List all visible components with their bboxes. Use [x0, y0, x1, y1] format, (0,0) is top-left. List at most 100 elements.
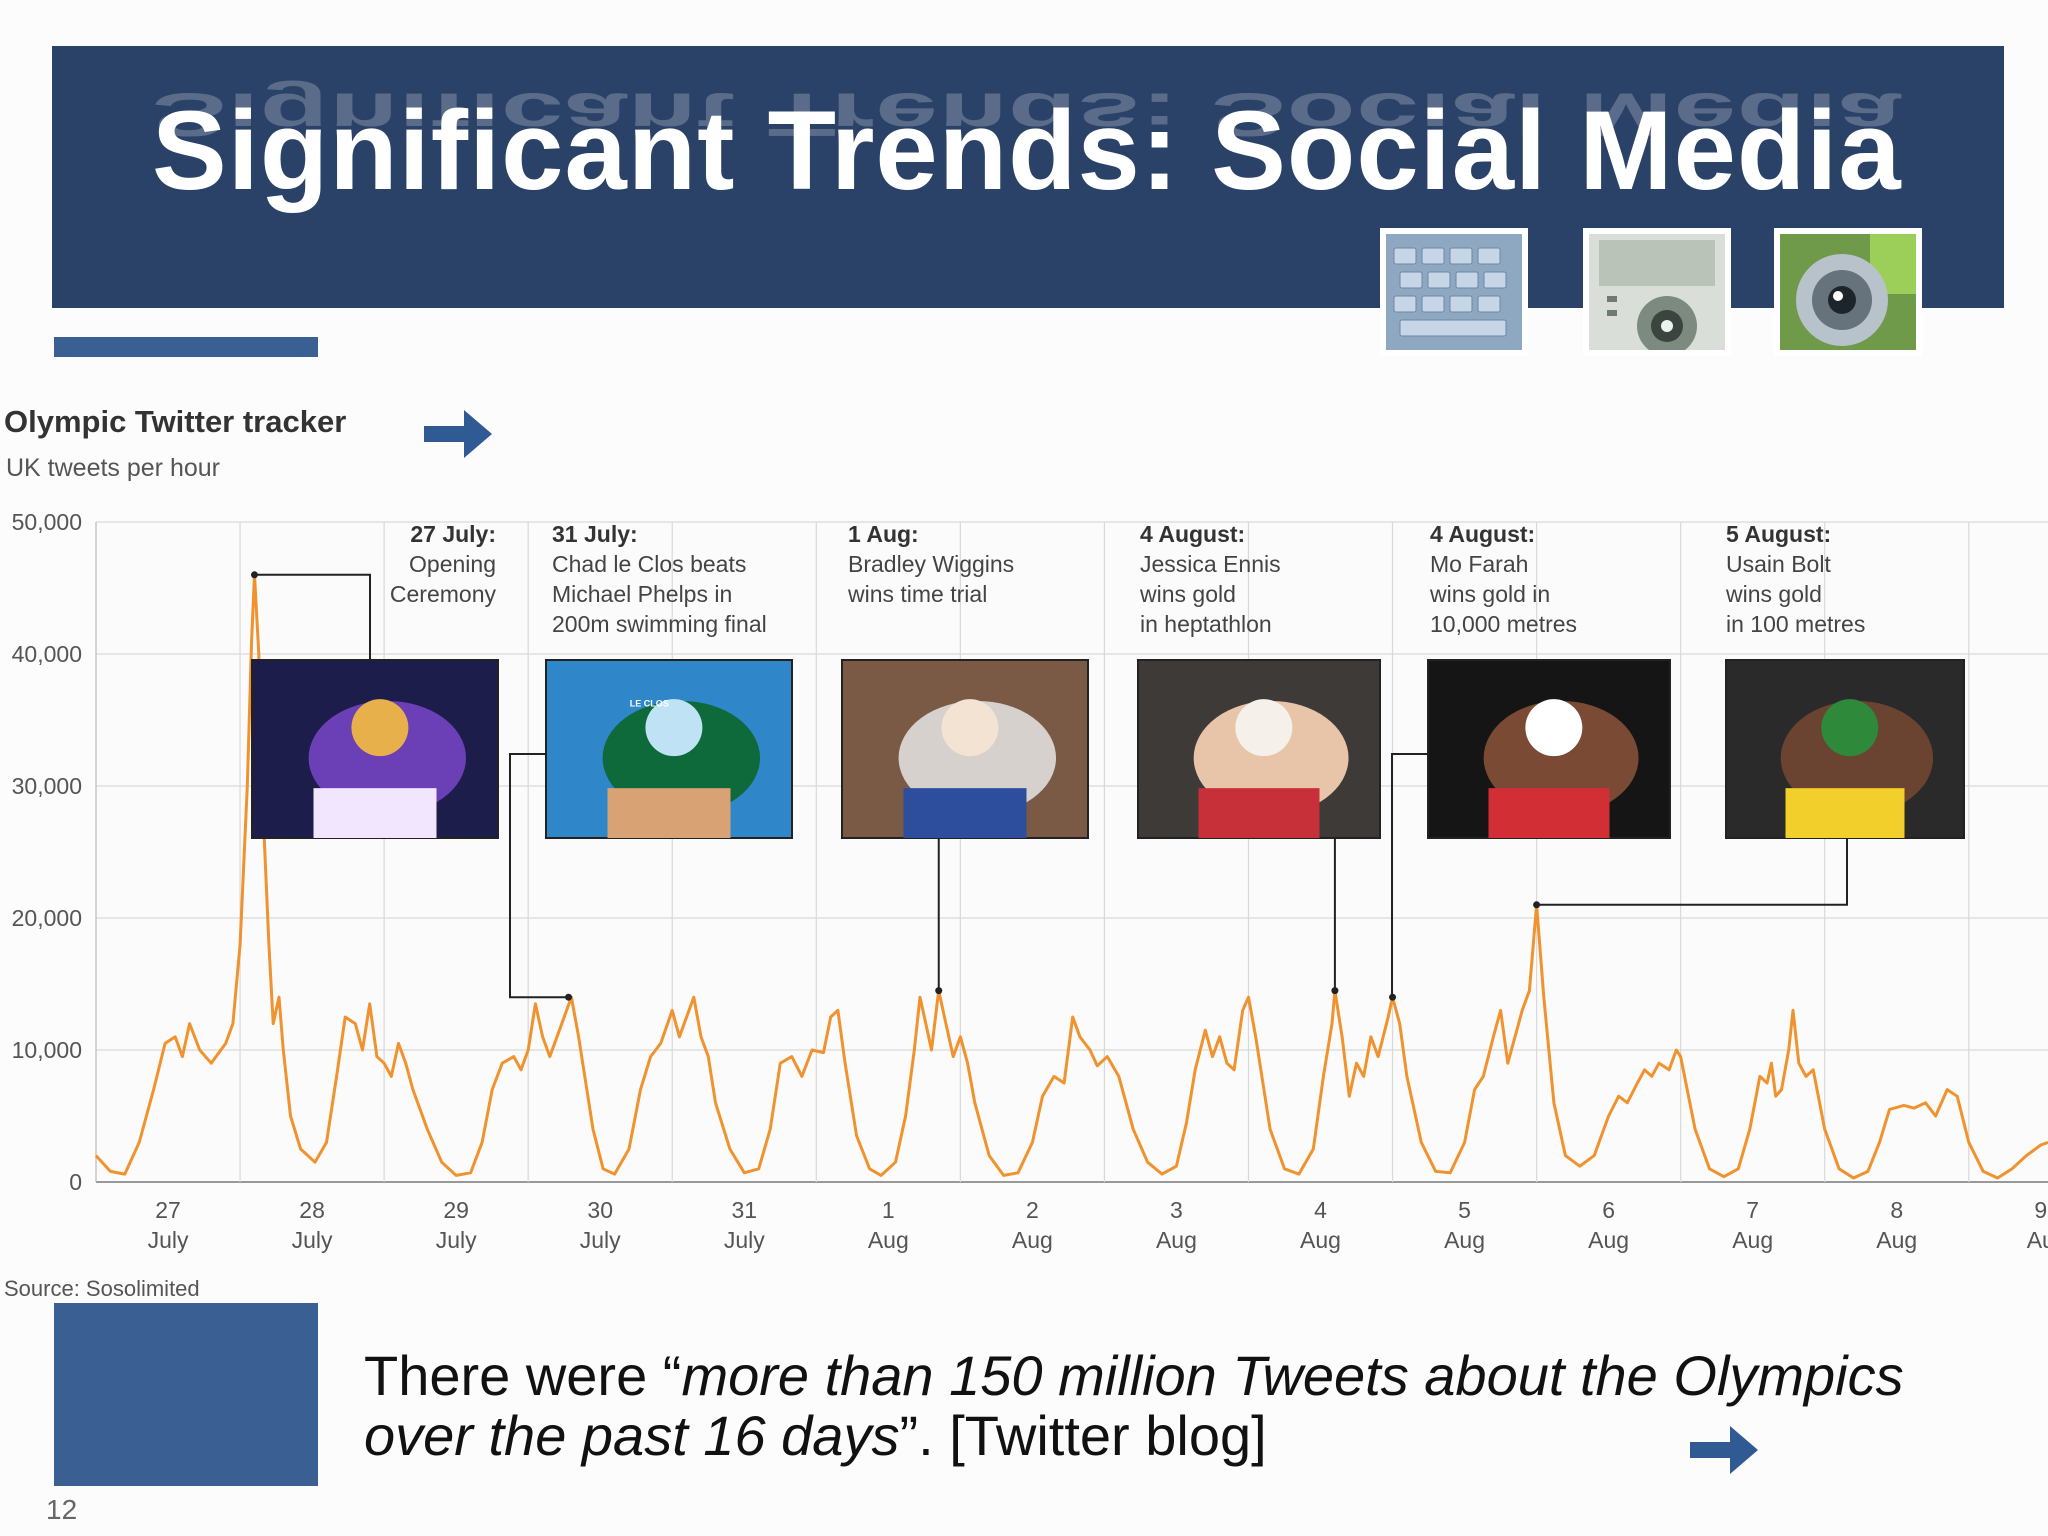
tweets-series-line: [94, 573, 2048, 1180]
keyboard-thumbnail: [1380, 228, 1528, 356]
annotation-text: 200m swimming final: [552, 611, 767, 637]
annotation-connector: [509, 753, 569, 999]
y-tick-label: 50,000: [12, 509, 82, 535]
x-tick-month: July: [436, 1227, 477, 1253]
runner-photo: [1427, 659, 1671, 839]
quote-text: There were “more than 150 million Tweets…: [364, 1346, 1984, 1466]
annotation-text: Bradley Wiggins: [848, 551, 1014, 577]
annotation-marker: [1533, 901, 1541, 909]
photo-detail: [903, 788, 1027, 838]
x-tick-month: July: [580, 1227, 621, 1253]
y-tick-label: 30,000: [12, 773, 82, 799]
arrow-right-icon[interactable]: [424, 408, 494, 460]
annotation-marker: [1389, 993, 1397, 1001]
x-tick-month: July: [148, 1227, 189, 1253]
x-tick-day: 28: [299, 1197, 325, 1223]
y-tick-label: 10,000: [12, 1037, 82, 1063]
photo-highlight: [645, 699, 703, 757]
heptathlete-photo: [1137, 659, 1381, 839]
annotation-text: Usain Bolt: [1726, 551, 1831, 577]
y-tick-label: 20,000: [12, 905, 82, 931]
accent-square: [54, 1303, 318, 1486]
x-tick-month: Aug: [1444, 1227, 1485, 1253]
annotation-text: wins gold: [1139, 581, 1236, 607]
slide-title: Significant Trends: Social Media: [152, 88, 1902, 213]
x-tick-month: July: [292, 1227, 333, 1253]
x-tick-day: 27: [155, 1197, 181, 1223]
annotation-layer: 27 July: Opening Ceremony LE CLOS 31 July: Ch…: [250, 521, 1965, 1001]
photo-subject: [1780, 700, 1934, 815]
photo-subject: [898, 700, 1057, 815]
arrow-right-icon[interactable]: [1690, 1424, 1760, 1476]
photo-detail: [313, 788, 437, 838]
slide-title-reflection: Significant Trends: Social Media: [152, 80, 1902, 149]
annotation-text: Mo Farah: [1430, 551, 1528, 577]
x-tick-month: Au: [2027, 1227, 2048, 1253]
x-tick-day: 4: [1314, 1197, 1327, 1223]
annotation-text: wins time trial: [847, 581, 987, 607]
chart-source: Source: Sosolimited: [4, 1276, 200, 1301]
x-tick-day: 7: [1746, 1197, 1759, 1223]
annotation-date: 5 August:: [1726, 521, 1831, 547]
annotation-marker: [1331, 987, 1339, 995]
photo-highlight: [941, 699, 999, 757]
annotation-connector: [1536, 838, 1848, 906]
grid-layer: [95, 521, 2048, 1183]
annotation-text: Ceremony: [390, 581, 497, 607]
chart-title: Olympic Twitter tracker: [4, 404, 346, 439]
photo-subject: [1483, 700, 1639, 815]
photo-highlight: [351, 699, 409, 757]
x-tick-month: July: [724, 1227, 765, 1253]
quote-italic: more than 150 million Tweets about the O…: [364, 1344, 1904, 1467]
y-tick-label: 40,000: [12, 641, 82, 667]
series-layer: [94, 573, 2048, 1180]
photo-detail: [1785, 788, 1905, 838]
x-tick-day: 3: [1170, 1197, 1183, 1223]
annotation-text: Michael Phelps in: [552, 581, 732, 607]
x-tick-month: Aug: [1012, 1227, 1053, 1253]
chart-subtitle: UK tweets per hour: [6, 454, 220, 482]
fireworks-stadium-photo: [251, 659, 499, 839]
annotation-date: 4 August:: [1140, 521, 1245, 547]
x-tick-month: Aug: [1588, 1227, 1629, 1253]
keyboard-thumbnail-image: [1386, 234, 1522, 350]
photo-highlight: [1821, 699, 1879, 757]
photo-subject: [308, 700, 467, 815]
x-tick-day: 5: [1458, 1197, 1471, 1223]
camera-thumbnail-image: [1780, 234, 1916, 350]
y-tick-label: 0: [69, 1169, 82, 1195]
photo-detail: [607, 788, 731, 838]
annotation-date: 27 July:: [410, 521, 496, 547]
quote-open: There were “: [364, 1344, 682, 1407]
photo-subject: [1193, 700, 1349, 815]
x-tick-month: Aug: [1156, 1227, 1197, 1253]
chart-svg: 0 10,000 20,000 30,000 40,000 50,000 27 July 28 J…: [4, 404, 2048, 1301]
annotation-connector: [254, 573, 371, 660]
x-tick-day: 8: [1890, 1197, 1903, 1223]
photo-detail: [1488, 788, 1610, 838]
device-thumbnail: [1583, 228, 1731, 356]
photo-highlight: [1525, 699, 1583, 757]
accent-bar: [54, 337, 318, 357]
twitter-tracker-chart: 0 10,000 20,000 30,000 40,000 50,000 27 July 28 J…: [0, 392, 2048, 1327]
x-tick-day: 29: [443, 1197, 469, 1223]
annotation-text: Chad le Clos beats: [552, 551, 746, 577]
x-tick-month: Aug: [1300, 1227, 1341, 1253]
sprinter-photo: [1725, 659, 1965, 839]
cyclist-photo: [841, 659, 1089, 839]
annotation-marker: [250, 571, 258, 579]
photo-highlight: [1235, 699, 1293, 757]
plot-background: [96, 522, 2048, 1182]
quote-close: ”. [Twitter blog]: [899, 1404, 1267, 1467]
annotation-text: wins gold: [1725, 581, 1822, 607]
photo-subject: [602, 700, 761, 815]
annotation-text: Opening: [409, 551, 496, 577]
camera-thumbnail: [1774, 228, 1922, 356]
annotation-marker: [565, 993, 573, 1001]
cap-text: LE CLOS: [630, 698, 669, 708]
swimmer-photo: LE CLOS: [545, 659, 793, 839]
annotation-text: Jessica Ennis: [1140, 551, 1281, 577]
annotation-text: in 100 metres: [1726, 611, 1865, 637]
x-tick-day: 30: [587, 1197, 613, 1223]
x-tick-day: 6: [1602, 1197, 1615, 1223]
